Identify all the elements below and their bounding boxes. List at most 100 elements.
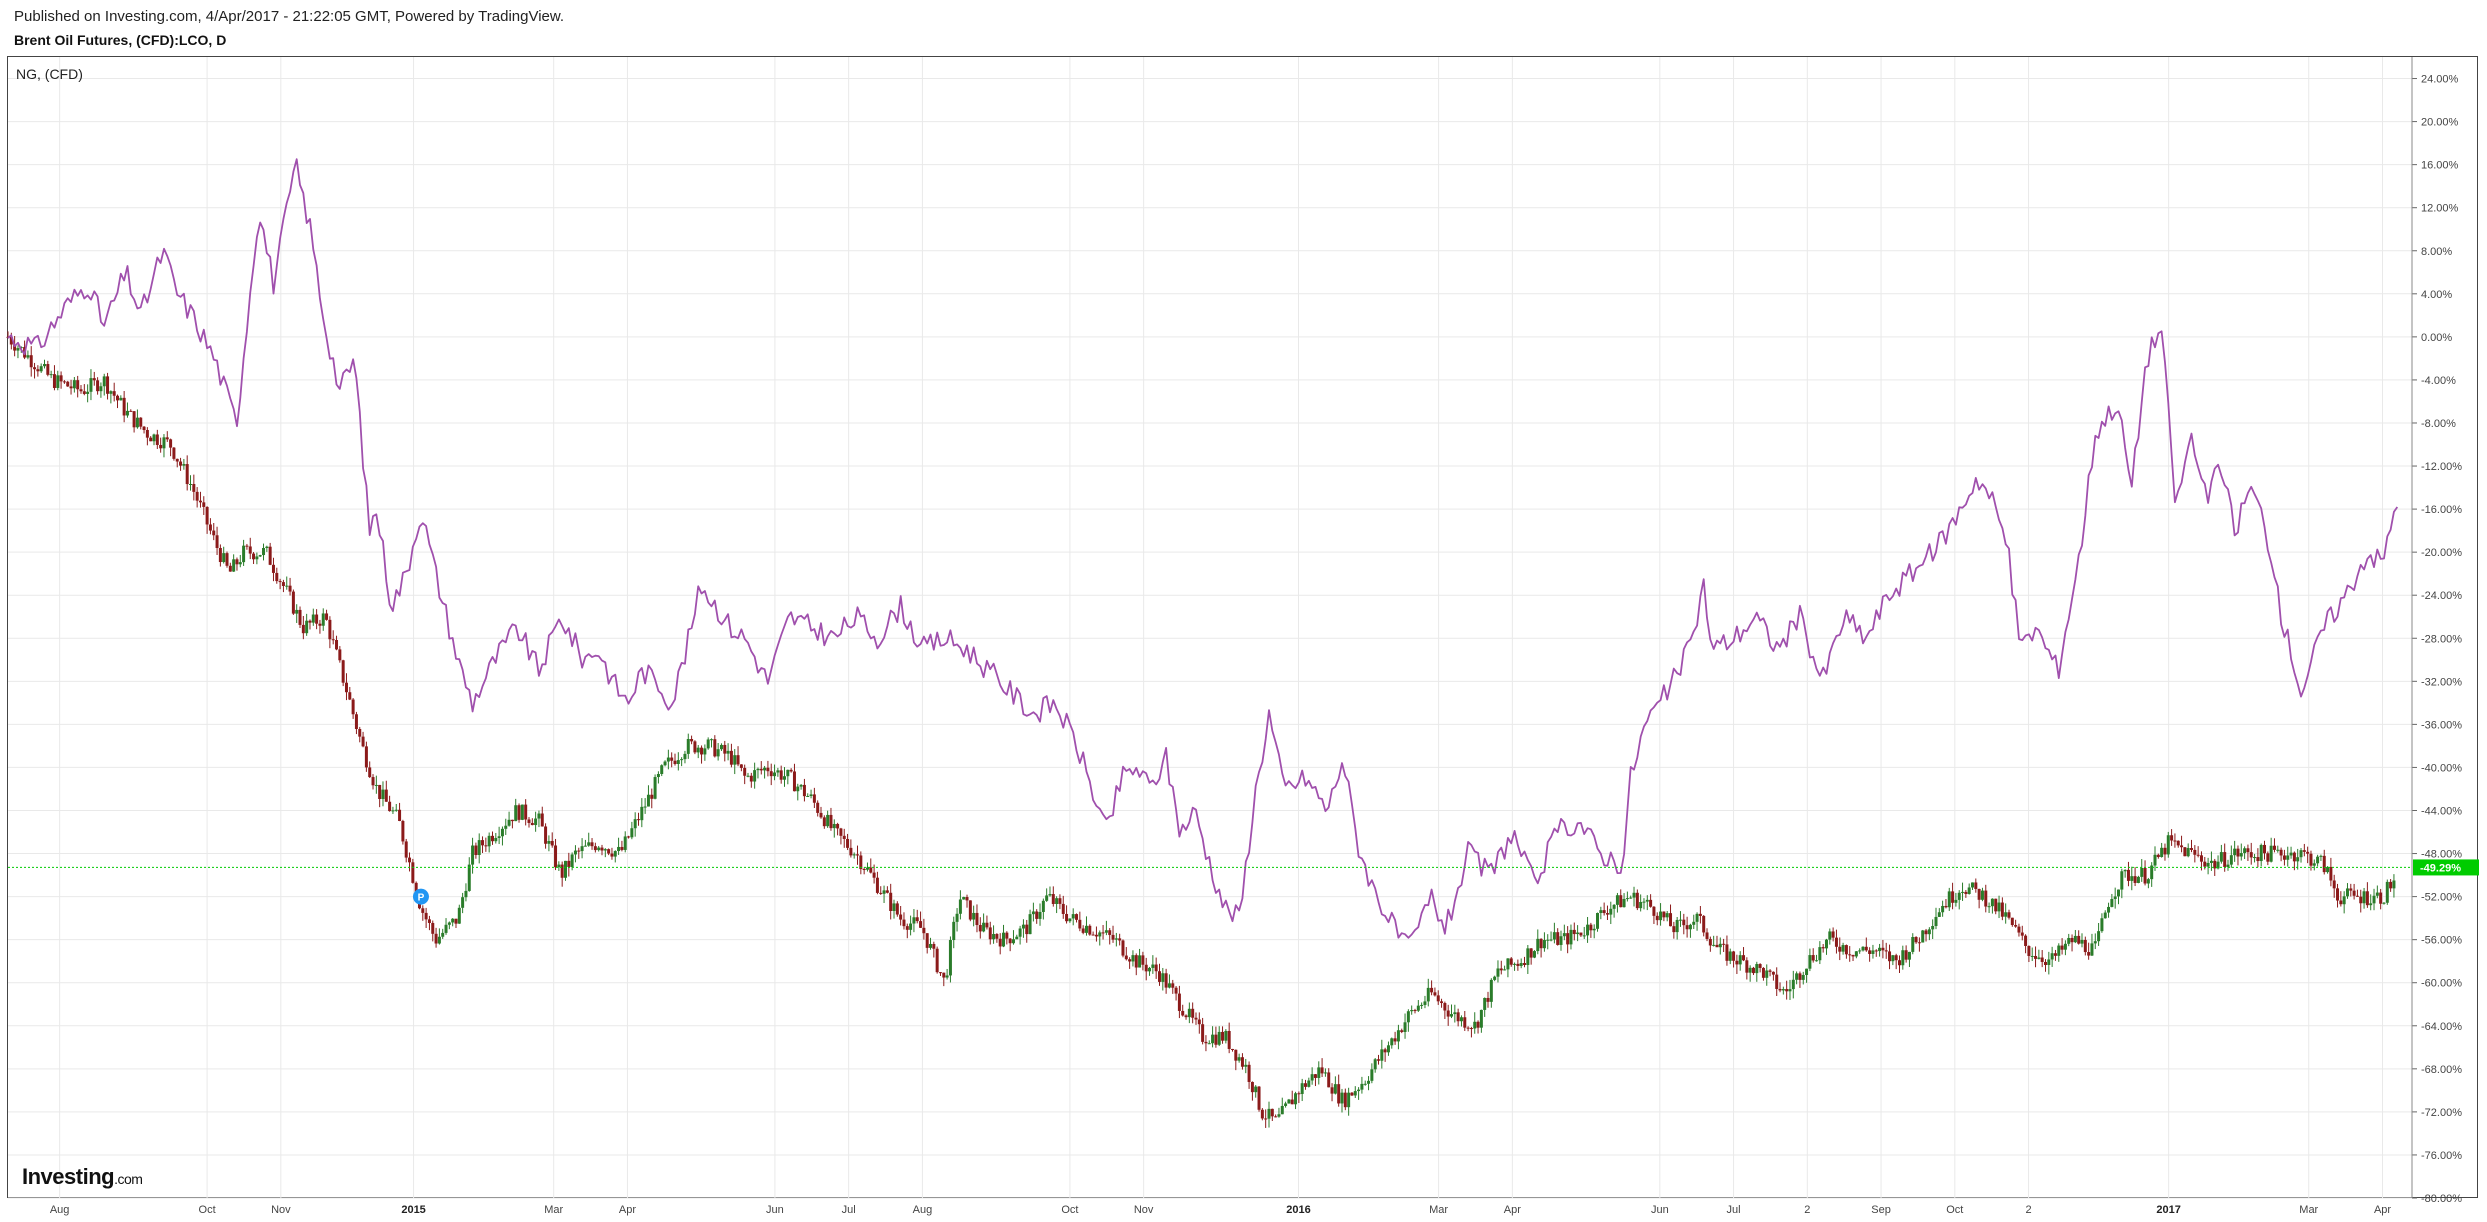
candle-body: [1011, 939, 1015, 944]
candle-body: [786, 769, 790, 777]
candle-body: [2073, 935, 2077, 943]
candle-body: [481, 840, 485, 846]
candle-body: [1513, 963, 1517, 965]
candle-body: [1035, 911, 1039, 919]
candle-body: [1927, 929, 1931, 935]
candle-body: [301, 624, 305, 634]
y-tick-label: -12.00%: [2421, 461, 2462, 473]
event-marker[interactable]: [412, 888, 429, 905]
candle-body: [142, 426, 146, 430]
candle-body: [1778, 988, 1782, 991]
candle-body: [1642, 901, 1646, 903]
x-tick-label: Apr: [1504, 1204, 1521, 1216]
candle-body: [351, 699, 355, 715]
x-tick-label: Jun: [1651, 1204, 1669, 1216]
candle-body: [1748, 967, 1752, 973]
candle-body: [1815, 960, 1819, 962]
candle-body: [33, 367, 37, 370]
candle-body: [2163, 847, 2167, 855]
candle-body: [1775, 974, 1779, 989]
candle-body: [2203, 861, 2207, 867]
candle-body: [1075, 914, 1079, 920]
candle-body: [1824, 939, 1828, 949]
candle-body: [1795, 973, 1799, 980]
y-tick-label: -8.00%: [2421, 418, 2456, 430]
candle-body: [2017, 926, 2021, 933]
candle-body: [965, 897, 969, 901]
candle-body: [2362, 891, 2366, 904]
candle-body: [1874, 950, 1878, 952]
candle-body: [942, 972, 946, 978]
candle-body: [398, 809, 402, 821]
candle-body: [222, 553, 226, 563]
candle-body: [1041, 900, 1045, 912]
candle-body: [29, 355, 33, 368]
candle-body: [856, 854, 860, 856]
y-tick-label: -72.00%: [2421, 1107, 2462, 1119]
candle-body: [2336, 888, 2340, 901]
candle-body: [517, 805, 521, 820]
candle-body: [198, 500, 202, 503]
candle-body: [338, 649, 342, 661]
candle-body: [2296, 857, 2300, 862]
candle-body: [2007, 912, 2011, 918]
candle-body: [1682, 919, 1686, 926]
candle-body: [972, 912, 976, 920]
investing-logo: Investing.com: [22, 1164, 143, 1190]
candle-body: [1221, 1031, 1225, 1041]
candle-body: [872, 872, 876, 878]
candle-body: [706, 739, 710, 749]
candle-body: [46, 364, 50, 375]
candle-body: [1579, 932, 1583, 936]
candle-body: [2239, 853, 2243, 857]
candle-body: [783, 776, 787, 780]
candle-body: [2190, 848, 2194, 850]
candle-body: [2133, 876, 2137, 883]
candle-body: [1549, 939, 1553, 941]
candle-body: [2299, 850, 2303, 858]
candle-body: [1725, 944, 1729, 961]
candle-body: [1323, 1072, 1327, 1074]
candle-body: [1698, 913, 1702, 916]
candle-body: [1851, 954, 1855, 957]
candle-body: [2110, 899, 2114, 907]
candle-body: [368, 767, 372, 778]
candle-body: [2316, 856, 2320, 864]
candle-body: [869, 867, 873, 873]
candle-body: [1065, 913, 1069, 922]
candle-body: [822, 817, 826, 827]
candle-body: [2369, 903, 2373, 906]
candle-body: [1161, 973, 1165, 982]
candle-body: [1811, 955, 1815, 961]
candle-body: [1144, 964, 1148, 972]
candle-body: [202, 502, 206, 507]
candle-body: [1486, 997, 1490, 1002]
candle-body: [1974, 882, 1978, 889]
candle-body: [2306, 851, 2310, 854]
candle-body: [1118, 938, 1122, 941]
candle-body: [988, 927, 992, 940]
candle-body: [1672, 926, 1676, 933]
candle-body: [570, 854, 574, 867]
candle-body: [640, 806, 644, 821]
candle-body: [1728, 951, 1732, 961]
candle-body: [1655, 915, 1659, 921]
candle-body: [1327, 1072, 1331, 1088]
candle-body: [1805, 968, 1809, 975]
candle-body: [998, 938, 1002, 947]
publication-caption: Published on Investing.com, 4/Apr/2017 -…: [14, 8, 565, 25]
candle-body: [424, 912, 428, 920]
candle-body: [308, 620, 312, 623]
candle-body: [235, 559, 239, 565]
candle-body: [1469, 1028, 1473, 1030]
candle-body: [1267, 1108, 1271, 1119]
candle-body: [69, 386, 73, 389]
candle-body: [215, 535, 219, 549]
candle-body: [537, 813, 541, 819]
candle-body: [62, 381, 66, 383]
candle-body: [1078, 919, 1082, 929]
candle-body: [779, 770, 783, 780]
candle-body: [1476, 1021, 1480, 1028]
y-tick-label: -20.00%: [2421, 547, 2462, 559]
